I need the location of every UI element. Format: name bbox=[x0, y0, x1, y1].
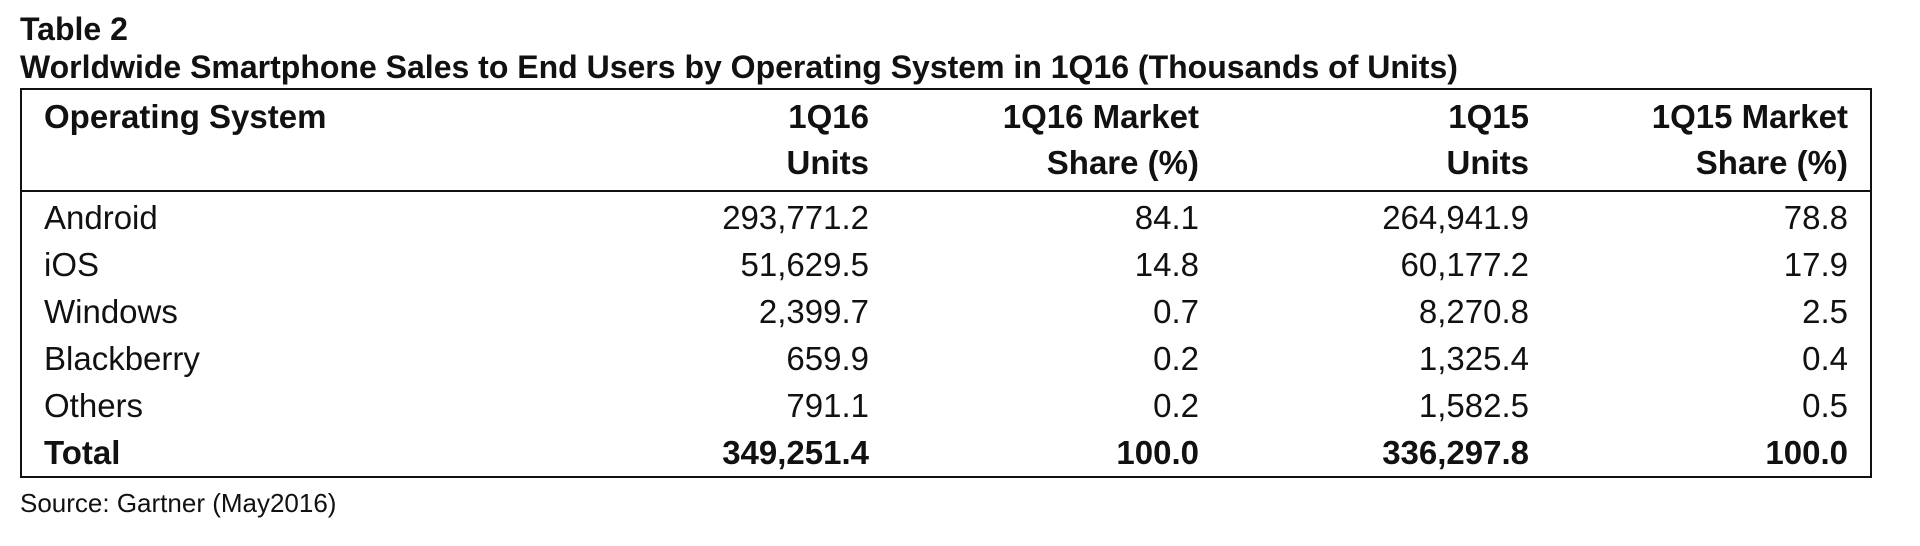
cell-os: Total bbox=[44, 434, 121, 471]
sales-table: Operating System 1Q16 Units 1Q16 Market … bbox=[20, 88, 1872, 478]
header-line: Operating System bbox=[44, 98, 327, 135]
cell-1q15-units: 60,177.2 bbox=[1400, 246, 1529, 283]
header-line: Units bbox=[786, 144, 870, 181]
table-total-row: Total 349,251.4 100.0 336,297.8 100.0 bbox=[21, 429, 1871, 477]
cell-1q15-units: 1,325.4 bbox=[1418, 340, 1529, 377]
table-row: Android 293,771.2 84.1 264,941.9 78.8 bbox=[21, 191, 1871, 241]
header-1q15-share: 1Q15 Market Share (%) bbox=[1551, 89, 1871, 192]
document-page: Table 2 Worldwide Smartphone Sales to En… bbox=[20, 10, 1872, 520]
table-row: Others 791.1 0.2 1,582.5 0.5 bbox=[21, 382, 1871, 429]
cell-1q15-share: 17.9 bbox=[1783, 246, 1848, 283]
cell-1q16-units: 293,771.2 bbox=[722, 199, 869, 236]
cell-os: Blackberry bbox=[44, 340, 200, 377]
header-operating-system: Operating System bbox=[21, 89, 491, 192]
cell-1q15-share: 78.8 bbox=[1783, 199, 1848, 236]
cell-os: Windows bbox=[44, 293, 178, 330]
table-row: iOS 51,629.5 14.8 60,177.2 17.9 bbox=[21, 241, 1871, 288]
cell-1q15-units: 8,270.8 bbox=[1418, 293, 1529, 330]
cell-1q16-units: 659.9 bbox=[786, 340, 869, 377]
cell-1q16-units: 51,629.5 bbox=[740, 246, 869, 283]
header-line: Share (%) bbox=[1695, 144, 1848, 181]
header-1q16-units: 1Q16 Units bbox=[491, 89, 891, 192]
cell-os: Others bbox=[44, 387, 144, 424]
cell-os: iOS bbox=[44, 246, 100, 283]
header-line: 1Q15 bbox=[1448, 98, 1529, 135]
header-line bbox=[44, 140, 469, 186]
cell-1q15-share: 2.5 bbox=[1802, 293, 1848, 330]
cell-1q15-share: 100.0 bbox=[1765, 434, 1848, 471]
cell-os: Android bbox=[44, 199, 158, 236]
table-row: Windows 2,399.7 0.7 8,270.8 2.5 bbox=[21, 288, 1871, 335]
cell-1q16-share: 0.2 bbox=[1153, 340, 1199, 377]
cell-1q15-units: 336,297.8 bbox=[1382, 434, 1529, 471]
source-note: Source: Gartner (May2016) bbox=[20, 488, 337, 518]
cell-1q16-units: 349,251.4 bbox=[722, 434, 869, 471]
cell-1q15-units: 264,941.9 bbox=[1382, 199, 1529, 236]
header-line: 1Q16 bbox=[788, 98, 869, 135]
cell-1q16-share: 0.7 bbox=[1153, 293, 1199, 330]
header-line: Units bbox=[1446, 144, 1530, 181]
header-line: Share (%) bbox=[1046, 144, 1199, 181]
table-label: Table 2 bbox=[20, 11, 128, 47]
header-1q15-units: 1Q15 Units bbox=[1221, 89, 1551, 192]
table-header-row: Operating System 1Q16 Units 1Q16 Market … bbox=[21, 89, 1871, 192]
cell-1q16-share: 100.0 bbox=[1116, 434, 1199, 471]
cell-1q15-share: 0.5 bbox=[1802, 387, 1848, 424]
cell-1q15-units: 1,582.5 bbox=[1418, 387, 1529, 424]
cell-1q16-share: 84.1 bbox=[1134, 199, 1199, 236]
cell-1q15-share: 0.4 bbox=[1802, 340, 1848, 377]
cell-1q16-share: 0.2 bbox=[1153, 387, 1199, 424]
cell-1q16-units: 791.1 bbox=[786, 387, 869, 424]
header-line: 1Q15 Market bbox=[1651, 98, 1848, 135]
cell-1q16-units: 2,399.7 bbox=[758, 293, 869, 330]
cell-1q16-share: 14.8 bbox=[1134, 246, 1199, 283]
table-title: Worldwide Smartphone Sales to End Users … bbox=[20, 49, 1458, 85]
table-row: Blackberry 659.9 0.2 1,325.4 0.4 bbox=[21, 335, 1871, 382]
header-line: 1Q16 Market bbox=[1002, 98, 1199, 135]
header-1q16-share: 1Q16 Market Share (%) bbox=[891, 89, 1221, 192]
